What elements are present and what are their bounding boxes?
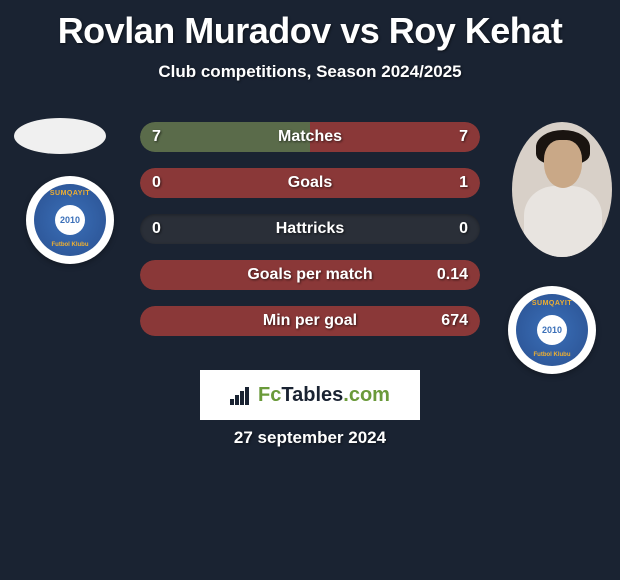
stat-value-right: 7 bbox=[459, 122, 468, 152]
logo-part-3: .com bbox=[343, 384, 390, 406]
club-year: 2010 bbox=[537, 315, 567, 345]
stat-row: 7Matches7 bbox=[140, 122, 480, 152]
club-name-top: SUMQAYIT bbox=[50, 190, 90, 197]
stat-row: Goals per match0.14 bbox=[140, 260, 480, 290]
subtitle: Club competitions, Season 2024/2025 bbox=[0, 62, 620, 82]
stat-row: Min per goal674 bbox=[140, 306, 480, 336]
club-name-bot: Futbol Klubu bbox=[534, 352, 571, 358]
site-logo: FcTables.com bbox=[200, 370, 420, 420]
stat-value-right: 1 bbox=[459, 168, 468, 198]
logo-part-1: Fc bbox=[258, 384, 281, 406]
club-badge-left: SUMQAYIT 2010 Futbol Klubu bbox=[26, 176, 114, 264]
club-name-top: SUMQAYIT bbox=[532, 300, 572, 307]
club-name-bot: Futbol Klubu bbox=[52, 242, 89, 248]
club-year: 2010 bbox=[55, 205, 85, 235]
logo-part-2: Tables bbox=[281, 384, 343, 406]
stat-row: 0Hattricks0 bbox=[140, 214, 480, 244]
stat-label: Goals bbox=[140, 168, 480, 198]
stat-label: Goals per match bbox=[140, 260, 480, 290]
stat-value-right: 0 bbox=[459, 214, 468, 244]
date-label: 27 september 2024 bbox=[0, 428, 620, 448]
page-title: Rovlan Muradov vs Roy Kehat bbox=[0, 0, 620, 52]
logo-text: FcTables.com bbox=[258, 384, 390, 407]
stats-container: 7Matches70Goals10Hattricks0Goals per mat… bbox=[140, 122, 480, 352]
stat-value-right: 674 bbox=[441, 306, 468, 336]
bar-chart-icon bbox=[230, 385, 252, 405]
player-left-photo bbox=[14, 118, 106, 154]
stat-row: 0Goals1 bbox=[140, 168, 480, 198]
stat-label: Matches bbox=[140, 122, 480, 152]
stat-value-right: 0.14 bbox=[437, 260, 468, 290]
stat-label: Min per goal bbox=[140, 306, 480, 336]
player-right-photo bbox=[512, 122, 612, 257]
club-badge-right: SUMQAYIT 2010 Futbol Klubu bbox=[508, 286, 596, 374]
stat-label: Hattricks bbox=[140, 214, 480, 244]
